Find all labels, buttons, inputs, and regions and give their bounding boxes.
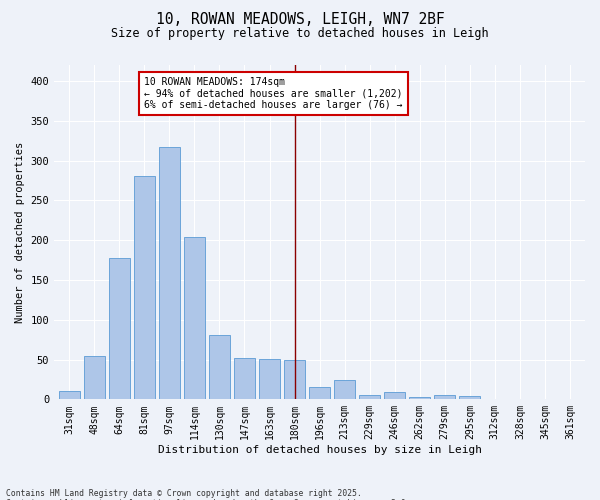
Bar xyxy=(309,388,330,400)
Bar xyxy=(359,394,380,400)
Bar xyxy=(409,397,430,400)
Text: Contains public sector information licensed under the Open Government Licence v3: Contains public sector information licen… xyxy=(6,498,410,500)
Bar xyxy=(284,360,305,400)
Bar xyxy=(109,258,130,400)
Text: 10 ROWAN MEADOWS: 174sqm
← 94% of detached houses are smaller (1,202)
6% of semi: 10 ROWAN MEADOWS: 174sqm ← 94% of detach… xyxy=(145,77,403,110)
Bar xyxy=(134,176,155,400)
Bar xyxy=(259,358,280,400)
Bar xyxy=(334,380,355,400)
Bar xyxy=(384,392,406,400)
Bar xyxy=(509,398,530,400)
X-axis label: Distribution of detached houses by size in Leigh: Distribution of detached houses by size … xyxy=(158,445,482,455)
Bar xyxy=(434,396,455,400)
Bar xyxy=(459,396,481,400)
Bar xyxy=(184,237,205,400)
Text: Contains HM Land Registry data © Crown copyright and database right 2025.: Contains HM Land Registry data © Crown c… xyxy=(6,488,362,498)
Bar xyxy=(209,335,230,400)
Text: Size of property relative to detached houses in Leigh: Size of property relative to detached ho… xyxy=(111,28,489,40)
Bar xyxy=(559,398,581,400)
Bar xyxy=(234,358,255,400)
Bar xyxy=(159,147,180,400)
Bar xyxy=(534,398,556,400)
Text: 10, ROWAN MEADOWS, LEIGH, WN7 2BF: 10, ROWAN MEADOWS, LEIGH, WN7 2BF xyxy=(155,12,445,28)
Bar xyxy=(83,356,105,400)
Bar xyxy=(484,398,506,400)
Y-axis label: Number of detached properties: Number of detached properties xyxy=(15,142,25,323)
Bar xyxy=(59,392,80,400)
